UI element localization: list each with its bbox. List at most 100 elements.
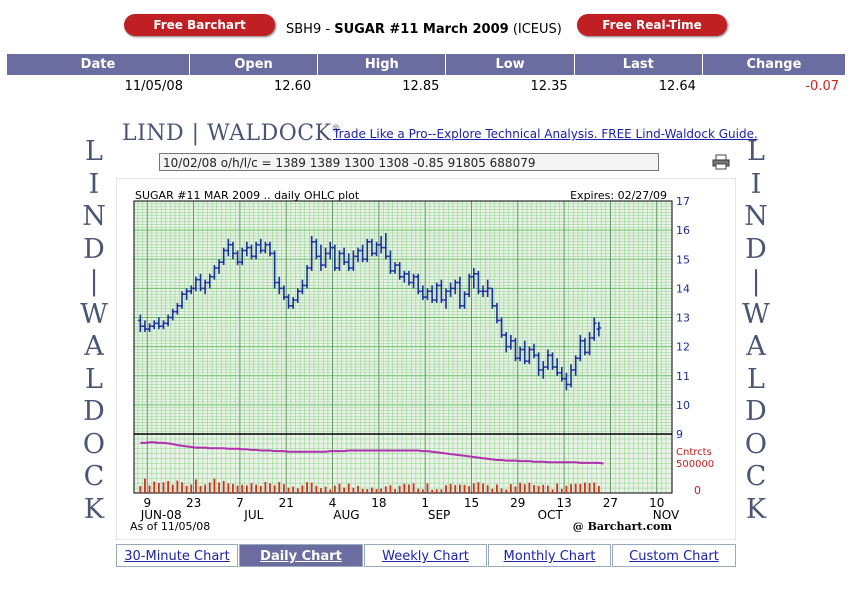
logo-letter: W [742,298,770,330]
ohlc-bar [402,270,407,283]
x-month-label: OCT [538,508,564,522]
registered-mark: ® [331,124,342,135]
ohlc-bar [147,323,152,333]
ohlc-bar [253,241,259,260]
ohlc-bar [179,291,185,309]
col-high: High [318,54,446,75]
x-day-label: 7 [236,496,244,510]
x-month-label: JUL [243,508,263,522]
ohlc-bar [189,285,194,295]
logo-letter: C [83,461,105,492]
logo-letter: I [750,168,762,200]
ohlc-chart: SUGAR #11 MAR 2009 .. daily OHLC plot Ex… [116,178,736,540]
ohlc-bar [244,241,250,257]
ohlc-bar [212,265,217,280]
logo-letter: A [746,331,766,362]
ohlc-bar [369,238,375,257]
col-last: Last [574,54,702,75]
x-day-label: 9 [143,496,151,510]
ohlc-bar [568,364,574,388]
y-tick-label: 15 [676,253,690,266]
ohlc-bar [240,247,245,266]
ohlc-bar [142,320,148,333]
logo-letter: A [84,331,104,362]
cell-high: 12.85 [402,78,440,94]
logo-letter: D [745,233,767,265]
tab-custom-chart[interactable]: Custom Chart [612,544,736,567]
quote-row: 11/05/08 12.60 12.85 12.35 12.64 -0.07 [7,75,845,97]
col-open: Open [189,54,318,75]
plot-border [133,200,673,494]
ohlc-bar [499,317,504,338]
ohlc-bar [406,270,412,286]
ohlc-bar [175,302,180,315]
ohlc-bar [170,308,175,321]
ohlc-bar [323,247,328,268]
free-newsletters-button[interactable]: Free Barchart Newsletters [124,14,275,54]
ohlc-bar [290,297,296,309]
ohlc-bar [416,273,421,295]
x-day-label: 15 [464,496,479,510]
promo-link[interactable]: Trade Like a Pro--Explore Technical Anal… [333,127,758,141]
ohlc-bar [351,250,356,271]
logo-letter: D [83,233,105,265]
ohlc-bar [360,244,365,263]
ohlc-bar [304,265,310,289]
symbol-code: SBH9 [286,22,322,37]
open-interest-line [140,441,604,465]
ohlc-bar [165,314,171,327]
y-tick-label: 16 [676,224,690,237]
ohlc-bar [443,288,449,309]
printer-icon[interactable] [712,154,730,170]
x-day-label: 4 [329,496,337,510]
ohlc-bar [300,279,305,295]
col-low: Low [446,54,574,75]
ohlc-bar [337,250,342,271]
ohlc-bar [573,355,578,376]
ohlc-bar [152,320,157,330]
x-month-label: JUN-08 [140,508,182,522]
ohlc-bar [198,273,203,292]
y-tick-label: 13 [676,312,690,325]
tab-30-minute-chart[interactable]: 30-Minute Chart [116,544,238,567]
ohlc-bar [226,238,231,257]
ohlc-bar [365,238,370,263]
ohlc-bar [429,285,435,303]
tab-weekly-chart[interactable]: Weekly Chart [364,544,487,567]
ohlc-bar [263,241,268,254]
ohlc-bar [235,250,240,266]
x-month-label: SEP [428,508,450,522]
x-day-label: 27 [603,496,618,510]
cell-open: 12.60 [273,78,312,94]
col-change: Change [702,54,845,75]
vertical-logo-right: L I N D | W A L D O C K [741,136,771,526]
tab-monthly-chart[interactable]: Monthly Chart [488,544,611,567]
cell-last: 12.64 [658,78,696,94]
ohlc-bar [513,337,518,362]
logo-letter: O [82,428,106,460]
tab-daily-chart[interactable]: Daily Chart [239,544,363,567]
logo-letter: K [745,493,767,525]
vertical-logo-left: L I N D | W A L D O C K [79,136,109,526]
title-separator: - [325,22,331,37]
logo-letter: K [83,493,105,525]
logo-letter: D [745,396,767,427]
ohlc-bar [480,285,486,298]
ohlc-bar [522,340,527,365]
x-day-label: 1 [421,496,429,510]
ohlc-bar [554,358,560,376]
ohlc-bar [328,241,333,260]
ohlc-readout: 10/02/08 o/h/l/c = 1389 1389 1300 1308 -… [159,153,659,171]
ohlc-bar [582,337,588,356]
ohlc-bar [332,244,338,271]
logo-letter: N [744,201,768,232]
y-tick-label: 11 [676,370,690,383]
ohlc-bar [466,273,472,298]
ohlc-bar [527,346,532,365]
ohlc-bar [249,244,254,260]
x-month-label: NOV [653,508,680,522]
x-day-label: 18 [371,496,386,510]
quote-table: Date Open High Low Last Change 11/05/08 … [6,54,846,97]
free-quotes-button[interactable]: Free Real-Time Quotes [577,14,727,54]
ohlc-bar [457,276,463,309]
